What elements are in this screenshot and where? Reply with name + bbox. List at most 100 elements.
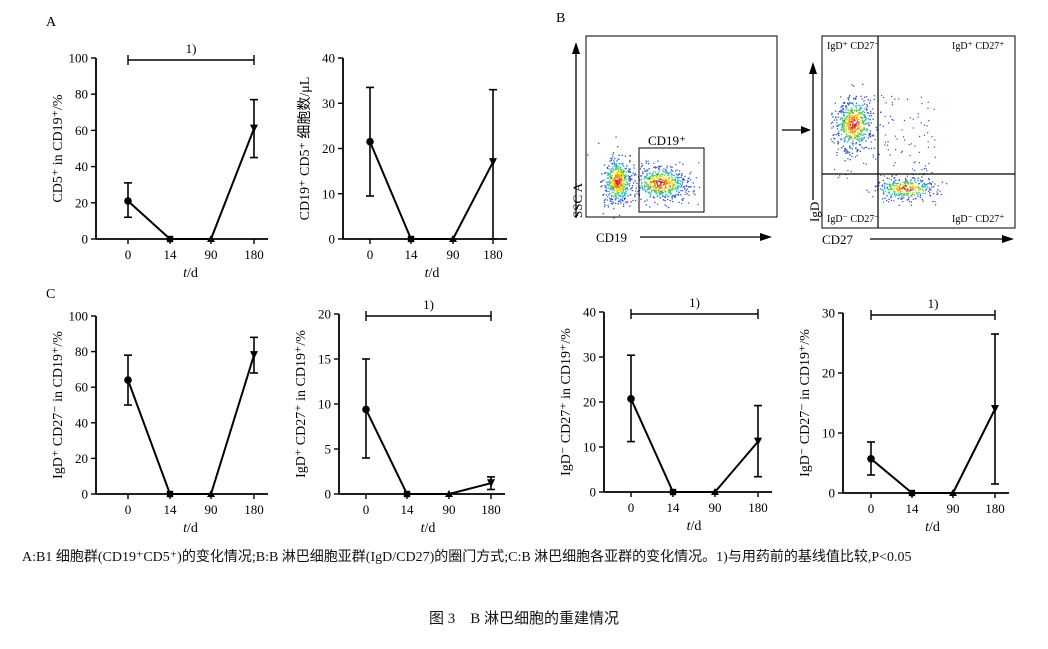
flow-event-dot: [685, 185, 687, 187]
flow-event-dot: [837, 148, 839, 150]
flow-event-dot: [653, 180, 656, 182]
flow-event-dot: [667, 174, 669, 177]
y-tick-label: 40: [322, 51, 335, 66]
flow-event-dot: [618, 188, 620, 190]
flow-event-dot: [668, 182, 670, 184]
flow-event-dot: [624, 186, 626, 189]
flow-event-dot: [852, 142, 855, 145]
flow-event-dot: [903, 183, 906, 185]
flow-event-dot: [652, 171, 655, 173]
flow-event-dot: [835, 116, 837, 118]
flow-event-dot: [621, 168, 623, 171]
flow-event-dot: [608, 165, 610, 167]
flow-event-dot: [845, 111, 847, 114]
flow-event-dot: [676, 185, 678, 187]
flow-event-dot: [617, 169, 619, 171]
y-tick-label: 10: [822, 426, 835, 441]
flow-event-dot: [675, 194, 677, 196]
flow-event-dot: [850, 116, 853, 119]
flow-event-dot: [866, 111, 869, 114]
flow-event-dot: [666, 205, 668, 207]
flow-event-dot: [860, 130, 862, 132]
flow-event-dot: [671, 195, 673, 197]
flow-event-dot: [615, 183, 617, 185]
flow-event-dot: [614, 173, 616, 175]
flow-event-dot: [894, 195, 896, 197]
flow-event-dot: [844, 160, 846, 162]
x-axis-label: t/d: [925, 520, 940, 535]
flow-event-dot: [623, 203, 625, 205]
flow-event-dot: [658, 185, 660, 187]
flow-event-dot: [643, 185, 646, 187]
flow-event-dot: [855, 156, 857, 158]
flow-event-dot: [669, 182, 671, 184]
flow-event-dot: [868, 191, 870, 193]
flow-event-dot: [616, 190, 618, 192]
flow-event-dot: [851, 139, 853, 141]
flow-event-dot: [848, 122, 850, 124]
flow-event-dot: [666, 186, 669, 188]
flow-event-dot: [896, 183, 898, 185]
flow-event-dot: [622, 164, 624, 166]
flow-event-dot: [863, 128, 866, 130]
flow-event-dot: [918, 162, 920, 164]
flow-event-dot: [647, 191, 649, 194]
flow-event-dot: [614, 163, 616, 166]
flow-event-dot: [587, 154, 589, 156]
flow-event-dot: [866, 189, 868, 191]
flow-event-dot: [850, 111, 853, 113]
flow-event-dot: [892, 119, 894, 121]
flow-event-dot: [652, 185, 654, 187]
flow-event-dot: [613, 163, 615, 165]
flow-event-dot: [604, 172, 607, 174]
flow-event-dot: [622, 179, 624, 181]
flow-event-dot: [635, 187, 637, 189]
flow-event-dot: [681, 174, 683, 177]
flow-event-dot: [853, 118, 855, 120]
flow-event-dot: [626, 202, 628, 204]
flow-event-dot: [622, 172, 624, 174]
flow-event-dot: [686, 181, 689, 184]
flow-event-dot: [617, 181, 619, 183]
flow-event-dot: [611, 203, 614, 205]
flow-event-dot: [636, 192, 638, 195]
flow-event-dot: [654, 201, 656, 204]
flow-event-dot: [889, 185, 891, 187]
flow-event-dot: [652, 180, 654, 182]
flow-event-dot: [615, 136, 617, 138]
flow-event-dot: [910, 204, 912, 206]
flow-event-dot: [927, 183, 929, 185]
flow-event-dot: [648, 192, 650, 194]
flow-event-dot: [661, 195, 664, 198]
flow-event-dot: [614, 177, 616, 179]
flow-event-dot: [652, 181, 654, 183]
flow-event-dot: [669, 191, 671, 194]
flow-event-dot: [847, 151, 849, 153]
flow-event-dot: [856, 125, 859, 127]
flow-event-dot: [693, 186, 695, 188]
flow-event-dot: [860, 121, 863, 124]
flow-event-dot: [844, 127, 847, 129]
flow-event-dot: [640, 166, 642, 168]
flow-event-dot: [629, 155, 631, 157]
flow-event-dot: [856, 149, 858, 151]
flow-event-dot: [851, 84, 853, 86]
flow-event-dot: [853, 123, 856, 125]
flow-event-dot: [606, 172, 608, 174]
flow-event-dot: [615, 190, 617, 192]
flow-event-dot: [869, 132, 871, 134]
flow-event-dot: [854, 109, 856, 111]
flow-event-dot: [873, 98, 875, 101]
flow-event-dot: [844, 101, 846, 104]
flow-event-dot: [603, 193, 605, 196]
flow-event-dot: [660, 190, 662, 192]
flow-event-dot: [628, 179, 630, 181]
flow-event-dot: [629, 161, 631, 163]
flow-event-dot: [869, 100, 871, 102]
flow-event-dot: [611, 184, 613, 186]
flow-event-dot: [643, 168, 645, 170]
flow-event-dot: [666, 172, 668, 174]
flow-event-dot: [901, 188, 903, 190]
flow-event-dot: [684, 175, 686, 177]
flow-event-dot: [845, 149, 847, 151]
